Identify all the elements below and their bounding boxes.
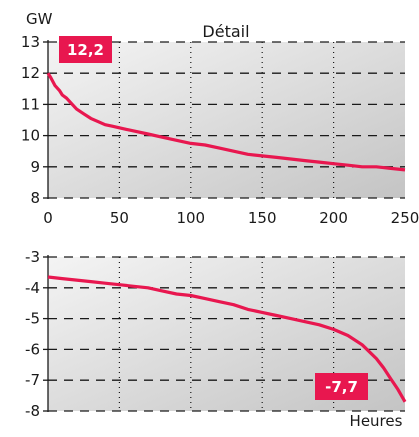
y-tick-label: -6 [25, 340, 40, 358]
bottom-gridlines [48, 256, 405, 412]
y-tick-label: 10 [21, 127, 40, 145]
x-tick-label: 200 [319, 209, 348, 227]
y-tick-label: 12 [21, 64, 40, 82]
top-annotation-badge: 12,2 [59, 36, 112, 63]
top-annotation-text: 12,2 [67, 41, 104, 59]
top-annotation-background [59, 36, 112, 63]
bottom-series-line [47, 275, 407, 403]
bottom-x-axis-label: Heures [350, 412, 403, 430]
y-tick-label: 8 [30, 189, 40, 207]
x-tick-label: 150 [248, 209, 277, 227]
y-tick-label: -4 [25, 279, 40, 297]
bottom-annotation-badge: -7,7 [315, 373, 368, 400]
top-x-tick-labels: 0 50 100 150 200 250 [43, 209, 419, 227]
x-tick-label: 250 [391, 209, 419, 227]
y-tick-label: -8 [25, 402, 40, 420]
top-series-line [46, 72, 406, 172]
bottom-y-tick-labels: -3 -4 -5 -6 -7 -8 [25, 248, 40, 420]
x-tick-label: 100 [176, 209, 205, 227]
y-tick-label: 11 [21, 95, 40, 113]
top-y-axis-label: GW [26, 10, 53, 28]
bottom-axes [43, 255, 49, 412]
bottom-panel: -3 -4 -5 -6 -7 -8 Heures -7,7 [25, 248, 407, 430]
top-chart-title: Détail [202, 22, 249, 41]
top-gridlines [48, 41, 405, 199]
y-tick-label: -7 [25, 371, 40, 389]
top-plot-background [48, 42, 405, 198]
x-tick-label: 50 [110, 209, 129, 227]
y-tick-label: 9 [30, 158, 40, 176]
top-y-tick-labels: 8 9 10 11 12 13 [21, 33, 40, 207]
y-tick-label: -3 [25, 248, 40, 266]
top-axes [43, 40, 49, 199]
y-tick-label: 13 [21, 33, 40, 51]
top-panel: 8 9 10 11 12 13 0 50 100 150 200 250 GW Détail 12,… [21, 10, 419, 227]
x-tick-label: 0 [43, 209, 53, 227]
y-tick-label: -5 [25, 310, 40, 328]
bottom-annotation-text: -7,7 [325, 378, 358, 396]
bottom-annotation-background [315, 373, 368, 400]
